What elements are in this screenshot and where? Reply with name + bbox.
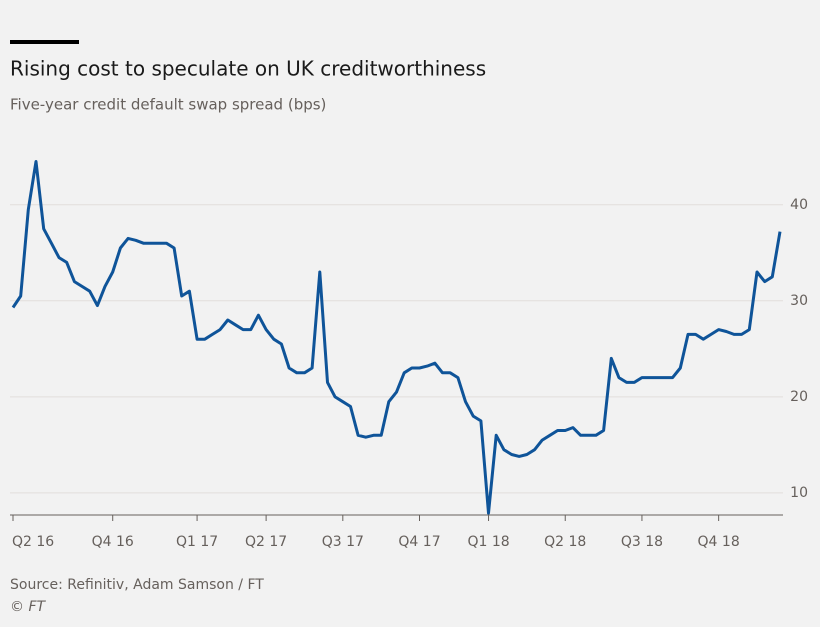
x-tick-label: Q3 17 (322, 534, 364, 550)
x-tick-label: Q4 18 (698, 534, 740, 550)
x-tick-label: Q4 17 (398, 534, 440, 550)
x-tick-label: Q1 17 (176, 534, 218, 550)
x-tick-label: Q3 18 (621, 534, 663, 550)
y-tick-label: 40 (790, 197, 808, 213)
y-tick-label: 20 (790, 389, 808, 405)
copyright: © FT (10, 599, 47, 615)
x-tick-label: Q2 17 (245, 534, 287, 550)
chart-title: Rising cost to speculate on UK creditwor… (10, 57, 486, 81)
data-line (11, 160, 782, 515)
source: Source: Refinitiv, Adam Samson / FT (10, 577, 264, 593)
y-tick-label: 30 (790, 293, 808, 309)
x-tick-label: Q2 18 (544, 534, 586, 550)
x-tick-label: Q1 18 (467, 534, 509, 550)
title-bar (10, 40, 79, 44)
chart-subtitle: Five-year credit default swap spread (bp… (10, 96, 326, 114)
y-tick-label: 10 (790, 485, 808, 501)
x-tick-label: Q4 16 (92, 534, 134, 550)
x-tick-label: Q2 16 (12, 534, 54, 550)
